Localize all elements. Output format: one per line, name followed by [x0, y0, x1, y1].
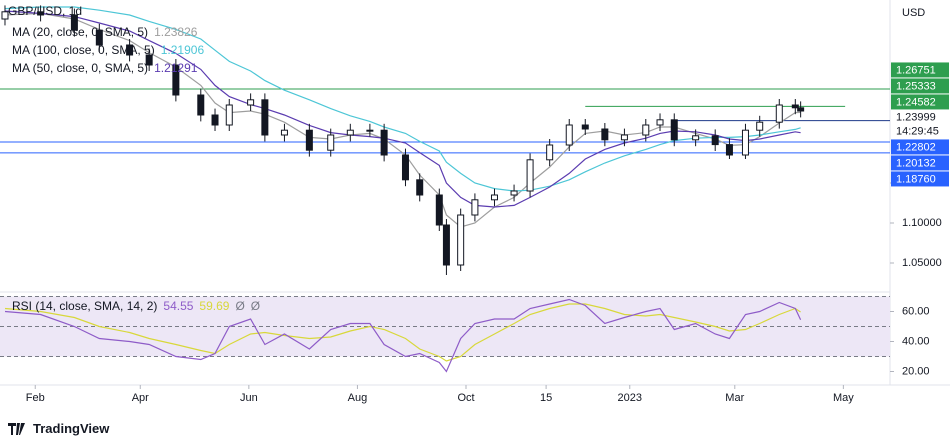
last-price-label: 1.23999: [896, 111, 936, 123]
rsi-value: 54.55: [163, 299, 194, 313]
candle-body: [401, 154, 409, 181]
candle-body: [471, 199, 479, 216]
price-label: 1.18760: [896, 173, 936, 185]
price-label-box: [891, 62, 949, 78]
candle-body: [1, 11, 9, 20]
price-label-box: [891, 94, 949, 110]
candle-body: [711, 135, 719, 146]
price-label: 1.22802: [896, 141, 936, 153]
candle-body: [126, 44, 134, 56]
x-tick-label: Jun: [240, 392, 258, 404]
rsi-legend: RSI (14, close, SMA, 14, 2) 54.55 59.69 Ø Ø: [12, 299, 266, 313]
rsi-y-tick-label: 40.00: [902, 335, 930, 347]
ma-legend: MA (20, close, 0, SMA, 5) 1.23826 MA (100,…: [12, 25, 210, 79]
candle-body: [546, 144, 554, 161]
logo: TradingView: [8, 421, 109, 436]
logo-text: TradingView: [33, 421, 110, 436]
currency-label: USD: [902, 7, 925, 19]
candle-body: [601, 128, 609, 141]
candle-body: [442, 224, 450, 266]
candle-body: [37, 11, 45, 16]
candle-body: [656, 119, 664, 126]
candle-body: [510, 190, 518, 196]
x-tick-label: 15: [540, 392, 552, 404]
candle-body: [380, 129, 388, 156]
rsi-y-tick-label: 60.00: [902, 305, 930, 317]
legend-value: 1.23826: [154, 25, 198, 39]
price-label-box: [891, 139, 949, 155]
rsi-extra: Ø: [235, 299, 245, 313]
candle-body: [791, 104, 799, 109]
price-label-box: [891, 155, 949, 171]
legend-name: MA (100, close, 0, SMA, 5): [12, 43, 155, 57]
x-tick-label: Feb: [26, 392, 45, 404]
candle-body: [305, 129, 313, 151]
x-tick-label: Apr: [132, 392, 149, 404]
rsi-name: RSI (14, close, SMA, 14, 2): [12, 299, 158, 313]
candle-body: [741, 129, 749, 156]
legend-value: 1.21906: [160, 43, 205, 57]
legend-name: MA (50, close, 0, SMA, 5): [12, 61, 149, 75]
candle-body: [642, 124, 650, 136]
rsi-line: [4, 303, 801, 362]
candle-body: [725, 144, 733, 156]
candle-body: [145, 54, 153, 66]
legend-row: MA (20, close, 0, SMA, 5) 1.23826: [12, 25, 210, 39]
candle-body: [346, 129, 354, 136]
candle-body: [490, 194, 498, 201]
candle-body: [526, 159, 534, 192]
candle-body: [247, 99, 255, 106]
countdown-label: 14:29:45: [896, 125, 939, 137]
candle-body: [670, 119, 678, 141]
x-tick-label: Mar: [725, 392, 744, 404]
candle-body: [775, 104, 783, 123]
rsi-extra: Ø: [250, 299, 261, 313]
x-tick-label: May: [833, 392, 854, 404]
price-label: 1.24582: [896, 96, 936, 108]
candle-body: [457, 214, 465, 266]
x-tick-label: Oct: [457, 392, 474, 404]
candle-body: [225, 104, 233, 126]
legend-row: MA (50, close, 0, SMA, 5) 1.21291: [12, 61, 210, 75]
y-tick-label: 1.05000: [902, 257, 942, 269]
candle-body: [620, 134, 628, 141]
candle-body: [197, 94, 205, 116]
candle-body: [70, 14, 78, 31]
rsi-y-tick-label: 20.00: [902, 365, 930, 377]
x-tick-label: 2023: [618, 392, 642, 404]
legend-row: MA (100, close, 0, SMA, 5) 1.21906: [12, 43, 210, 57]
price-label-box: [891, 78, 949, 94]
candle-body: [366, 129, 374, 132]
candle-body: [797, 107, 805, 112]
price-label: 1.20132: [896, 157, 936, 169]
candle-body: [280, 129, 288, 136]
price-label: 1.26751: [896, 64, 936, 76]
legend-name: MA (20, close, 0, SMA, 5): [12, 25, 149, 39]
candle-body: [261, 99, 269, 136]
y-tick-label: 1.10000: [902, 217, 942, 229]
price-label: 1.25333: [896, 80, 936, 92]
candle-body: [172, 64, 180, 96]
candle-body: [435, 194, 443, 226]
logo-icon: [8, 422, 25, 435]
candle-body: [416, 179, 424, 196]
candle-body: [211, 114, 219, 126]
x-tick-label: Aug: [348, 392, 368, 404]
rsi-value: 59.69: [199, 299, 230, 313]
symbol-title: GBP/USD, 1d: [8, 4, 83, 18]
symbol-legend: GBP/USD, 1d: [8, 4, 88, 18]
candle-body: [327, 134, 335, 151]
candle-body: [692, 135, 700, 141]
candle-body: [565, 124, 573, 146]
candle-body: [95, 29, 103, 46]
price-label-box: [891, 171, 949, 187]
legend-value: 1.21291: [154, 61, 198, 75]
candle-body: [756, 121, 764, 131]
candle-body: [581, 124, 589, 130]
rsi-line: [4, 298, 802, 373]
